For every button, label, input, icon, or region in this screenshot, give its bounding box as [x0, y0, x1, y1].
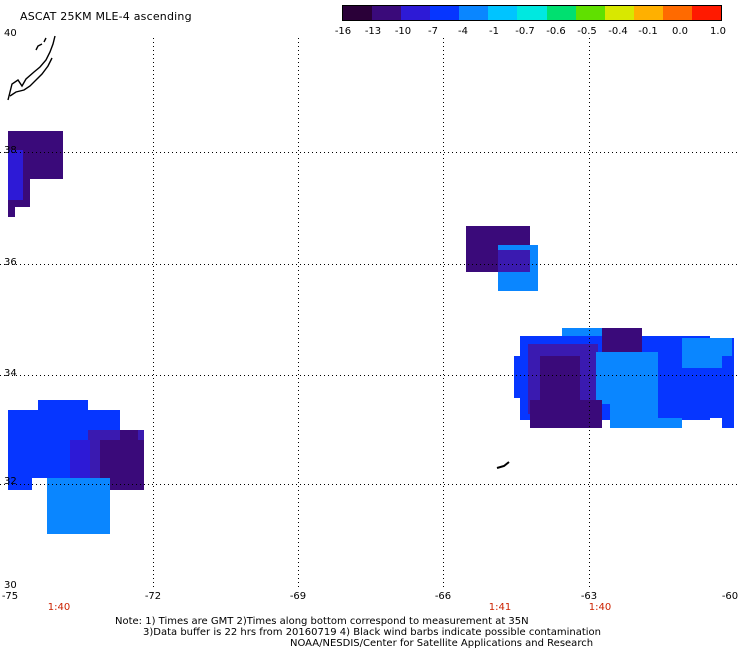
- colorbar-segment: [662, 6, 692, 20]
- colorbar-segment: [575, 6, 605, 20]
- time-label: 1:40: [588, 602, 612, 613]
- colorbar-segment: [604, 6, 634, 20]
- swath-northwest: [8, 131, 63, 217]
- wind-barb: [496, 461, 510, 469]
- lon-label: -69: [289, 591, 307, 602]
- lon-gridlines: [153, 38, 590, 590]
- colorbar-segment: [633, 6, 663, 20]
- lat-label: 36: [4, 257, 17, 268]
- note-line-3: NOAA/NESDIS/Center for Satellite Applica…: [290, 638, 594, 649]
- colorbar-segment: [546, 6, 576, 20]
- lon-label: -75: [1, 591, 19, 602]
- colorbar-segment: [401, 6, 431, 20]
- colorbar-label: -4: [458, 26, 468, 37]
- map-title: ASCAT 25KM MLE-4 ascending: [20, 10, 192, 23]
- lon-label: -60: [721, 591, 739, 602]
- coastline: [7, 35, 56, 101]
- lat-label: 32: [4, 476, 17, 487]
- lon-label: -66: [434, 591, 452, 602]
- lon-label: -72: [144, 591, 162, 602]
- colorbar-segment: [517, 6, 547, 20]
- time-label: 1:40: [47, 602, 71, 613]
- colorbar-label: 0.0: [672, 26, 688, 37]
- lat-label: 38: [4, 145, 17, 156]
- colorbar-labels: -16 -13 -10 -7 -4 -1 -0.7 -0.6 -0.5 -0.4…: [330, 26, 740, 40]
- note-line-1: Note: 1) Times are GMT 2)Times along bot…: [115, 616, 529, 627]
- lat-label: 34: [4, 368, 17, 379]
- lon-label: -63: [580, 591, 598, 602]
- lat-label: 40: [4, 28, 17, 39]
- colorbar-segment: [430, 6, 460, 20]
- colorbar-label: -0.7: [515, 26, 535, 37]
- colorbar-label: -13: [364, 26, 382, 37]
- note-line-2: 3)Data buffer is 22 hrs from 20160719 4)…: [143, 627, 601, 638]
- colorbar-label: -0.1: [638, 26, 658, 37]
- colorbar-label: -10: [394, 26, 412, 37]
- lat-gridlines: [0, 152, 740, 485]
- time-label: 1:41: [488, 602, 512, 613]
- colorbar-segment: [488, 6, 518, 20]
- colorbar-label: -0.4: [608, 26, 628, 37]
- colorbar-label: -0.6: [546, 26, 566, 37]
- colorbar-label: 1.0: [710, 26, 726, 37]
- swath-center-east: [466, 226, 538, 291]
- colorbar-label: -16: [334, 26, 352, 37]
- swath-southwest: [8, 400, 144, 534]
- colorbar-segment: [459, 6, 489, 20]
- colorbar: [342, 5, 722, 21]
- swath-east: [514, 328, 734, 428]
- colorbar-segment: [372, 6, 402, 20]
- colorbar-label: -0.5: [577, 26, 597, 37]
- colorbar-label: -7: [428, 26, 438, 37]
- colorbar-segment: [343, 6, 373, 20]
- lat-label: 30: [4, 580, 17, 591]
- colorbar-label: -1: [489, 26, 499, 37]
- colorbar-segment: [691, 6, 722, 20]
